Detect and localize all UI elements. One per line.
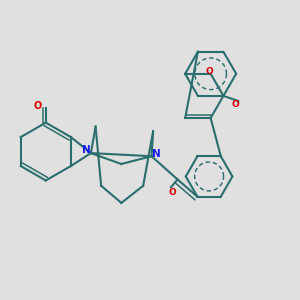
Text: O: O	[232, 100, 239, 109]
Text: O: O	[34, 101, 42, 111]
Text: N: N	[152, 149, 160, 159]
Text: O: O	[205, 68, 213, 76]
Text: N: N	[82, 145, 91, 155]
Text: O: O	[169, 188, 176, 197]
